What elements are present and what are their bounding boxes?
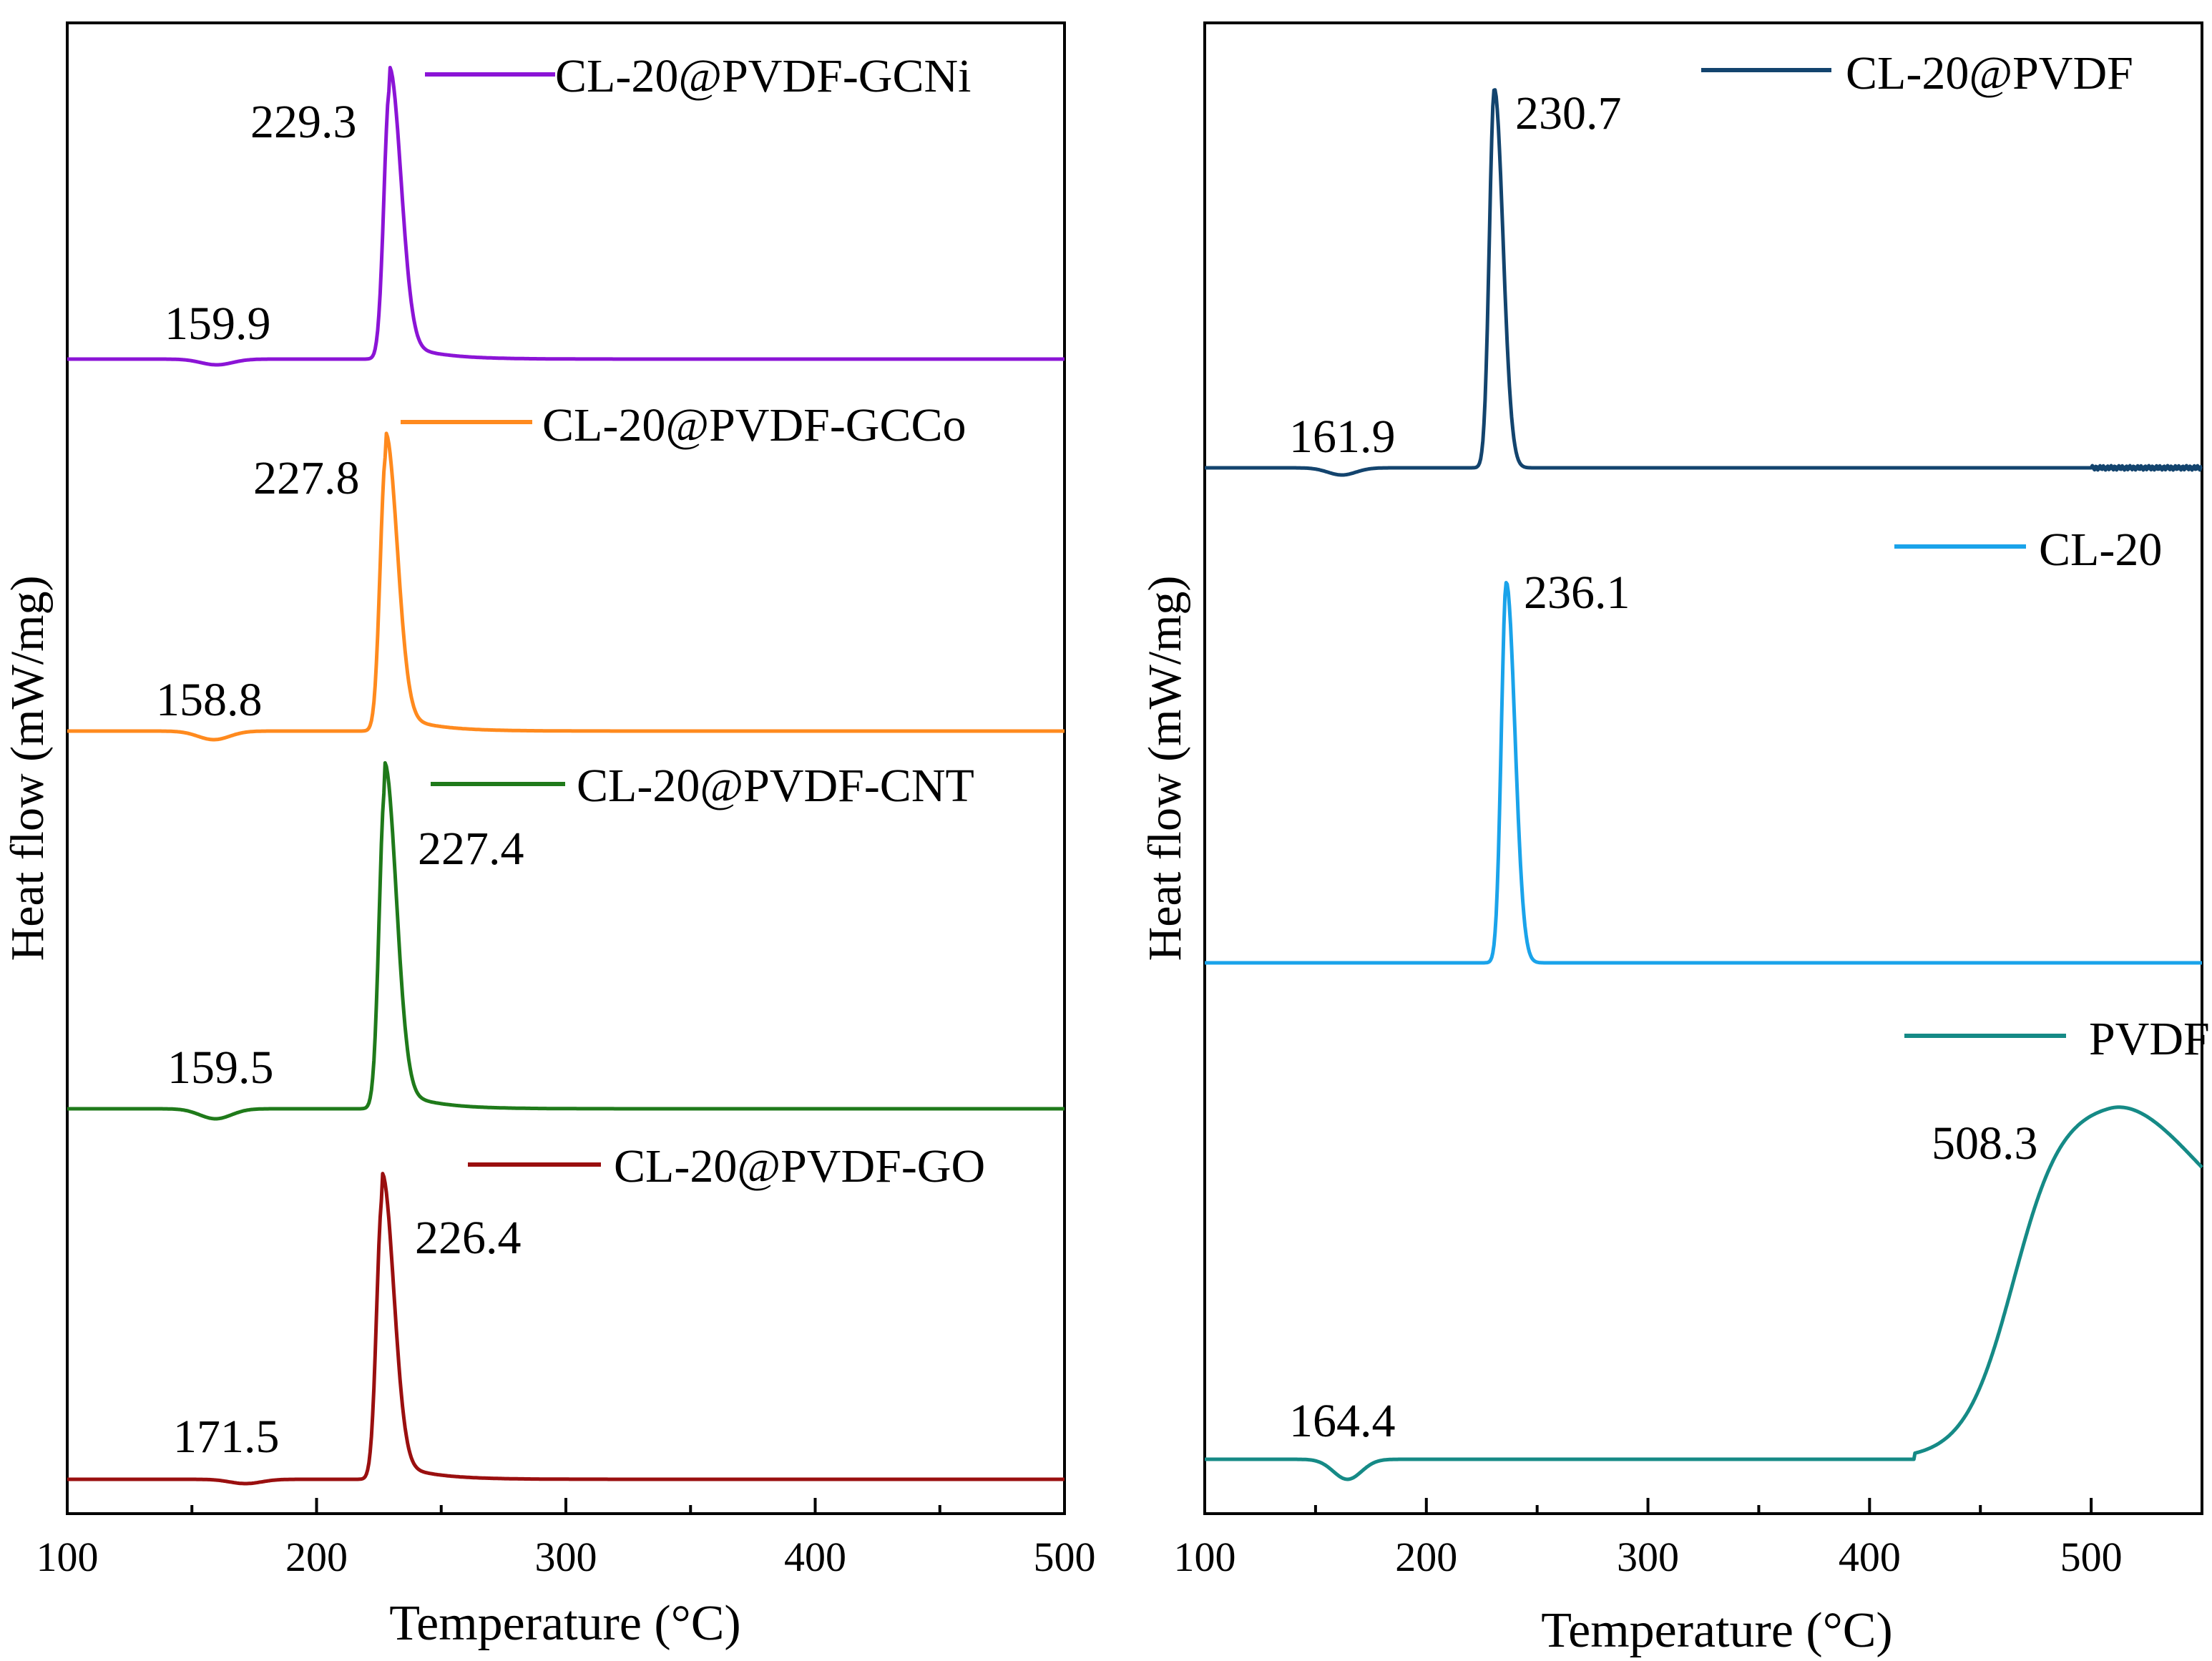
right-series-1-curve — [1204, 88, 2203, 477]
right-series-1-exo-label: 230.7 — [1515, 87, 1622, 139]
left-series-4-legend: CL-20@PVDF-GO — [614, 1140, 985, 1192]
left-x-tick-label: 300 — [535, 1534, 597, 1580]
left-x-ticks: 100 200 300 400 500 — [36, 1498, 1096, 1580]
left-x-axis-label: Temperature (°C) — [389, 1596, 740, 1651]
left-series-2-curve — [67, 431, 1065, 742]
left-series-3-legend: CL-20@PVDF-CNT — [577, 760, 974, 812]
left-series-4-curve — [67, 1172, 1065, 1486]
left-series-1-endo-label: 159.9 — [165, 298, 271, 350]
right-x-ticks: 100 200 300 400 500 — [1174, 1498, 2203, 1580]
left-series-4-endo-label: 171.5 — [173, 1411, 280, 1463]
right-x-tick-label: 100 — [1174, 1534, 1236, 1580]
right-x-tick-label: 500 — [2060, 1534, 2123, 1580]
left-x-tick-label: 500 — [1034, 1534, 1096, 1580]
left-series-2-legend: CL-20@PVDF-GCCo — [542, 399, 966, 451]
right-series-3-curve — [1204, 1105, 2203, 1481]
right-series-3-exo-label: 508.3 — [1932, 1117, 2038, 1170]
right-x-tick-label: 300 — [1617, 1534, 1679, 1580]
right-series-2-legend: CL-20 — [2039, 524, 2162, 576]
right-series-1-endo-label: 161.9 — [1289, 411, 1396, 463]
right-series-2-exo-label: 236.1 — [1524, 567, 1630, 619]
left-series-3-curve — [67, 761, 1065, 1121]
right-y-axis-label: Heat flow (mW/mg) — [1139, 576, 1191, 961]
left-x-tick-label: 100 — [36, 1534, 99, 1580]
right-curves — [1204, 68, 2203, 1481]
left-series-1-exo-label: 229.3 — [250, 96, 357, 148]
right-series-2-curve — [1204, 581, 2203, 965]
left-curves — [67, 66, 1065, 1486]
left-series-1-curve — [67, 66, 1065, 367]
right-x-tick-label: 200 — [1395, 1534, 1457, 1580]
left-panel: 100 200 300 400 500 CL-20@PVDF-GCNi 229.3 15… — [1, 21, 1096, 1651]
left-series-2-exo-label: 227.8 — [253, 452, 360, 504]
left-series-4-exo-label: 226.4 — [415, 1212, 522, 1264]
right-plot-frame — [1203, 21, 2203, 1515]
left-x-tick-label: 200 — [285, 1534, 348, 1580]
left-x-tick-label: 400 — [784, 1534, 846, 1580]
left-series-1-legend: CL-20@PVDF-GCNi — [555, 50, 972, 102]
right-x-axis-label: Temperature (°C) — [1541, 1603, 1892, 1658]
left-y-axis-label: Heat flow (mW/mg) — [1, 576, 54, 961]
left-series-2-endo-label: 158.8 — [156, 674, 263, 726]
left-series-3-endo-label: 159.5 — [167, 1042, 274, 1094]
right-series-3-endo-label: 164.4 — [1289, 1395, 1396, 1447]
right-series-1-legend: CL-20@PVDF — [1846, 47, 2133, 99]
right-x-tick-label: 400 — [1839, 1534, 1901, 1580]
right-series-3-legend: PVDF — [2089, 1013, 2210, 1065]
left-series-3-exo-label: 227.4 — [418, 823, 524, 875]
right-panel: 100 200 300 400 500 CL-20@PVDF 230.7 161.9 C… — [1139, 21, 2210, 1658]
